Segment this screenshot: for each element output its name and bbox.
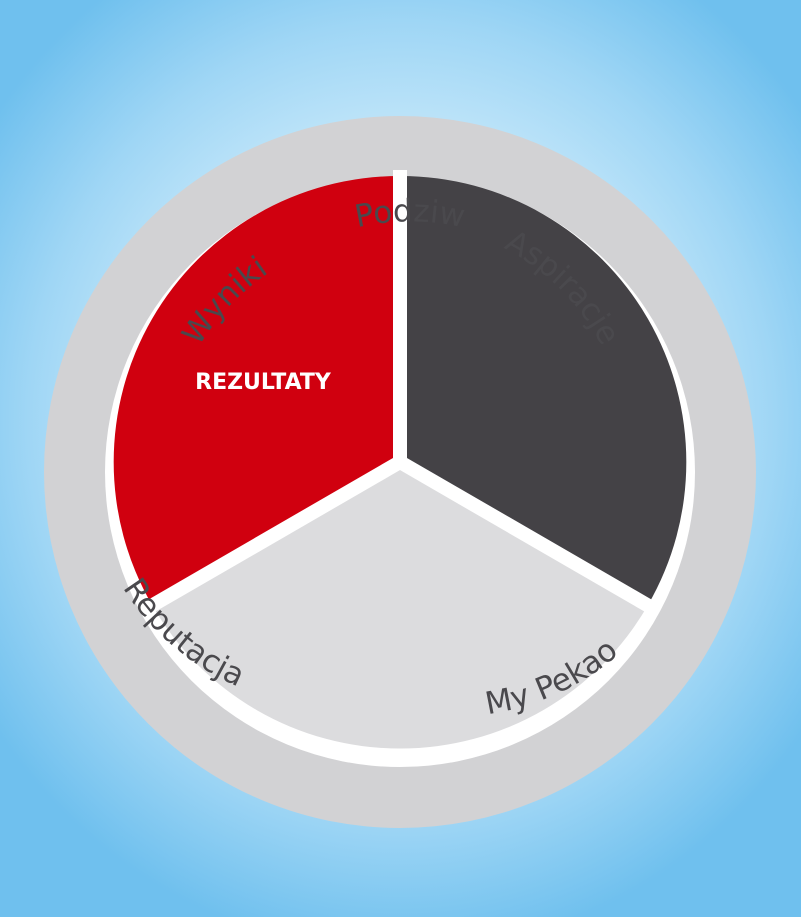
segment-separators — [142, 170, 658, 616]
separator-right — [396, 455, 658, 616]
segment-label-rezultaty: REZULTATY — [195, 370, 332, 395]
separator-left — [142, 455, 404, 616]
ring-label-podziw: Podziw — [352, 193, 468, 235]
